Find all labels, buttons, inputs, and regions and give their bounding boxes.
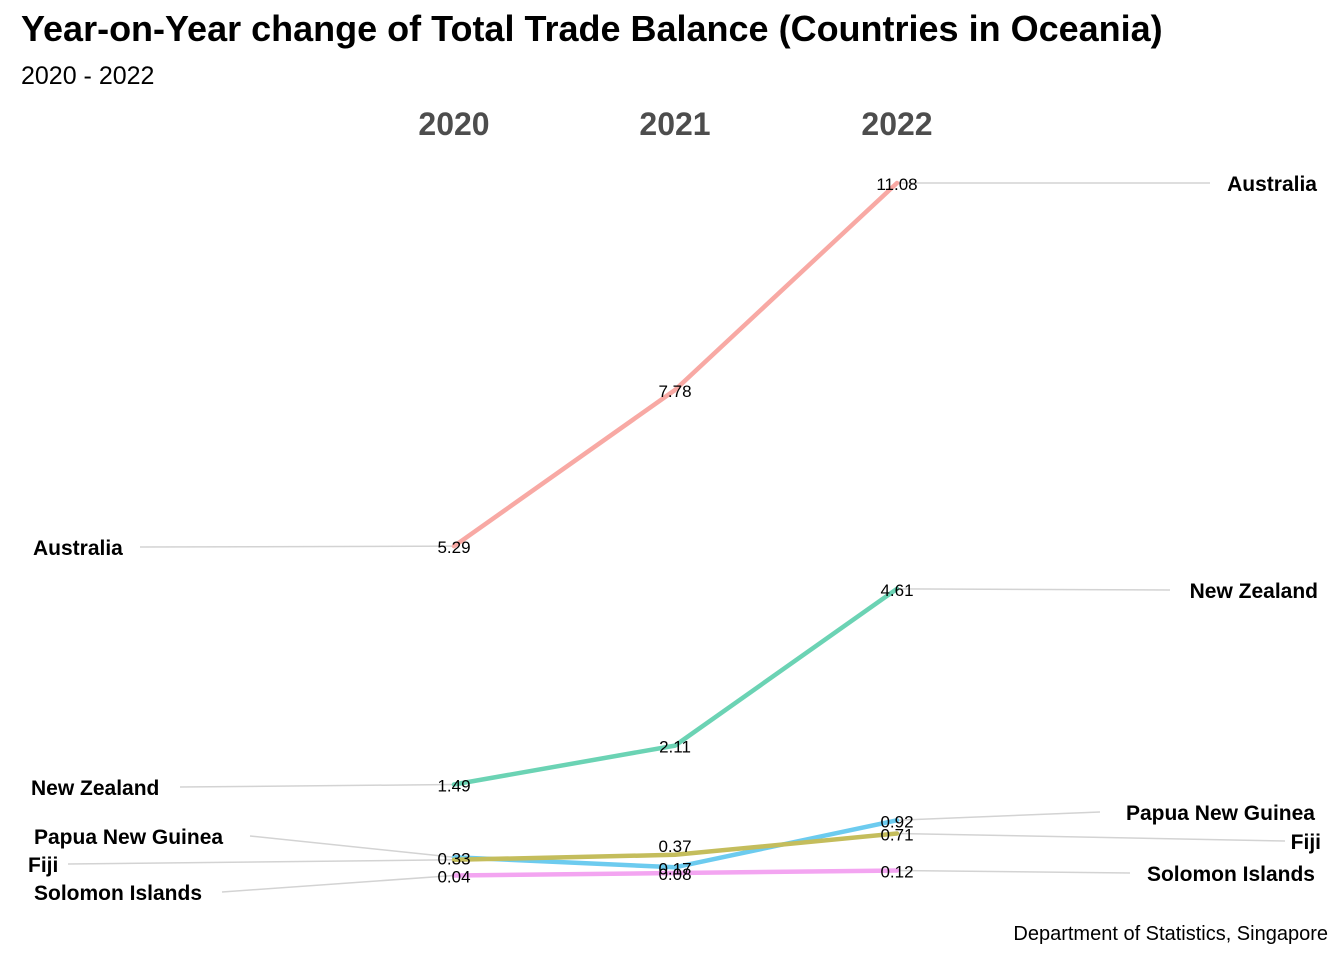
leader-line-left-australia xyxy=(139,545,455,548)
chart-subtitle: 2020 - 2022 xyxy=(21,62,155,90)
chart-caption: Department of Statistics, Singapore xyxy=(1013,923,1328,945)
year-header-2021: 2021 xyxy=(639,106,710,142)
point-label-australia-2021: 7.78 xyxy=(658,382,691,401)
series-lines xyxy=(451,180,900,878)
point-labels: 5.29 7.78 11.08 1.49 2.11 4.61 0.33 0.17 0.92 0.3… xyxy=(437,175,917,886)
series-line-papua-new-guinea xyxy=(451,818,900,870)
point-label-australia-2020: 5.29 xyxy=(437,538,470,557)
point-label-papua-new-guinea-2020: 0.33 xyxy=(437,849,470,868)
leader-line-left-solomon-islands xyxy=(221,874,455,893)
country-label-right-australia: Australia xyxy=(1227,173,1317,196)
country-label-right-fiji: Fiji xyxy=(1291,831,1321,854)
chart-title: Year-on-Year change of Total Trade Balan… xyxy=(21,8,1163,49)
point-label-solomon-islands-2021: 0.08 xyxy=(658,865,691,884)
point-label-australia-2022: 11.08 xyxy=(876,175,917,194)
leader-line-left-new-zealand xyxy=(179,783,455,788)
series-line-australia xyxy=(451,180,900,549)
point-label-new-zealand-2022: 4.61 xyxy=(880,581,913,600)
country-label-right-papua-new-guinea: Papua New Guinea xyxy=(1126,802,1315,825)
point-label-fiji-2021: 0.37 xyxy=(658,837,691,856)
country-label-right-solomon-islands: Solomon Islands xyxy=(1147,863,1315,886)
country-labels: Australia Australia New Zealand New Zealand… xyxy=(28,173,1321,905)
point-label-new-zealand-2020: 1.49 xyxy=(437,777,470,796)
point-label-papua-new-guinea-2021: 0.17 xyxy=(658,859,691,878)
country-label-left-papua-new-guinea: Papua New Guinea xyxy=(34,826,223,849)
country-label-left-fiji: Fiji xyxy=(28,854,58,877)
series-line-solomon-islands xyxy=(451,868,900,878)
leader-lines xyxy=(67,182,1286,893)
country-label-left-solomon-islands: Solomon Islands xyxy=(34,882,202,905)
leader-line-left-fiji xyxy=(67,859,455,865)
series-line-new-zealand xyxy=(451,586,900,787)
point-label-new-zealand-2021: 2.11 xyxy=(659,738,691,757)
point-label-solomon-islands-2022: 0.12 xyxy=(880,862,913,881)
leader-line-right-papua-new-guinea xyxy=(896,811,1101,822)
year-header-2022: 2022 xyxy=(861,106,932,142)
point-label-papua-new-guinea-2022: 0.92 xyxy=(880,812,913,831)
country-label-left-australia: Australia xyxy=(33,537,123,560)
country-label-left-new-zealand: New Zealand xyxy=(31,777,159,800)
leader-line-right-solomon-islands xyxy=(896,869,1131,874)
leader-line-right-fiji xyxy=(896,832,1286,842)
leader-line-right-new-zealand xyxy=(896,588,1171,591)
year-headers: 2020 2021 2022 xyxy=(418,106,932,142)
country-label-right-new-zealand: New Zealand xyxy=(1190,580,1318,603)
point-label-solomon-islands-2020: 0.04 xyxy=(437,867,470,886)
year-header-2020: 2020 xyxy=(418,106,489,142)
point-label-fiji-2022: 0.71 xyxy=(880,825,913,844)
leader-line-left-papua-new-guinea xyxy=(249,835,455,859)
series-line-fiji xyxy=(451,831,900,863)
